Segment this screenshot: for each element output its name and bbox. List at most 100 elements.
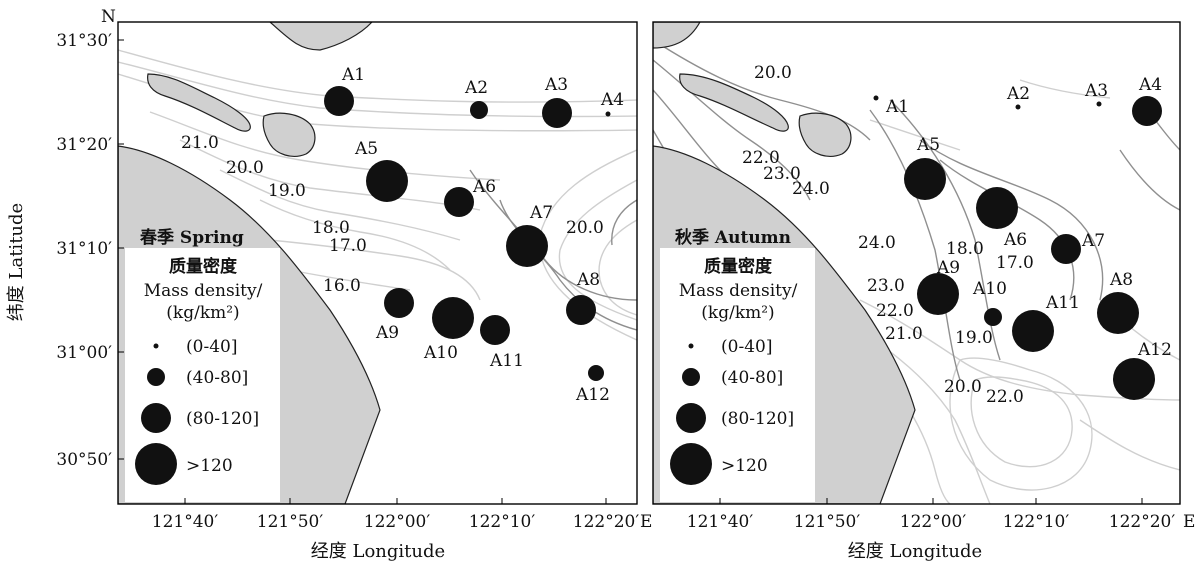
station-marker <box>1097 292 1139 334</box>
autumn-legend-title-en: Mass density/ <box>679 281 798 301</box>
station-label: A7 <box>529 203 553 223</box>
autumn-iso-label: 21.0 <box>885 324 923 344</box>
legend-class-label: (80-120] <box>721 409 794 429</box>
autumn-panel: 20.0 22.0 23.0 24.0 24.0 18.0 17.0 23.0 … <box>652 21 1195 562</box>
station-marker <box>984 308 1002 326</box>
station-label: A2 <box>464 78 488 98</box>
legend-class-label: (0-40] <box>721 337 772 357</box>
station-marker <box>1113 358 1155 400</box>
spring-iso-label: 17.0 <box>329 236 367 256</box>
spring-isoline-labels: 21.0 20.0 19.0 18.0 17.0 16.0 20.0 <box>181 133 604 296</box>
autumn-iso-label: 22.0 <box>986 387 1024 407</box>
spring-legend-title-cn: 质量密度 <box>169 256 238 277</box>
spring-island-small <box>262 112 316 157</box>
spring-land-northeast <box>269 22 373 51</box>
station-marker <box>470 101 488 119</box>
spring-iso-label: 19.0 <box>268 181 306 201</box>
autumn-x-axis-title: 经度 Longitude <box>848 541 982 562</box>
autumn-stations: A1 A2 A3 A4 A5 A6 A7 A8 A9 A10 A11 A12 <box>873 75 1172 400</box>
y-tick-label: 31°00′ <box>56 343 112 363</box>
station-label: A12 <box>575 385 610 405</box>
station-label: A5 <box>354 139 378 159</box>
station-label: A2 <box>1006 84 1030 104</box>
x-tick-label: 122°20′ <box>1109 512 1176 532</box>
autumn-iso-label: 17.0 <box>996 253 1034 273</box>
station-label: A5 <box>916 135 940 155</box>
station-marker <box>542 98 572 128</box>
spring-iso-label: 21.0 <box>181 133 219 153</box>
station-label: A3 <box>544 75 568 95</box>
legend-marker-0-40 <box>688 343 694 349</box>
autumn-iso-label: 19.0 <box>955 328 993 348</box>
legend-class-label: (40-80] <box>721 368 783 388</box>
station-label: A8 <box>576 270 600 290</box>
autumn-iso-label: 20.0 <box>754 63 792 83</box>
autumn-iso-label: 22.0 <box>742 148 780 168</box>
spring-stations: A1 A2 A3 A4 A5 A6 A7 A8 A9 A10 A11 A12 <box>324 65 624 405</box>
legend-class-label: >120 <box>721 456 768 476</box>
north-mark: N <box>101 7 116 27</box>
spring-frame <box>117 21 638 505</box>
station-label: A3 <box>1084 81 1108 101</box>
autumn-island-large <box>679 73 789 132</box>
spring-x-axis-title: 经度 Longitude <box>311 541 445 562</box>
station-marker <box>904 158 946 200</box>
station-marker <box>1096 101 1102 107</box>
legend-marker-40-80 <box>682 368 700 386</box>
spring-x-ticks: 121°40′ 121°50′ 122°00′ 122°10′ 122°20′ … <box>152 498 652 532</box>
x-tick-label: 121°50′ <box>257 512 324 532</box>
y-tick-label: 31°20′ <box>56 135 112 155</box>
station-marker <box>1012 310 1054 352</box>
x-tick-label: 121°40′ <box>687 512 754 532</box>
x-tick-label: 122°00′ <box>364 512 431 532</box>
station-label: A6 <box>1003 230 1027 250</box>
autumn-iso-label: 23.0 <box>867 276 905 296</box>
autumn-iso-label: 20.0 <box>944 377 982 397</box>
autumn-isoline-labels: 20.0 22.0 23.0 24.0 24.0 18.0 17.0 23.0 … <box>742 63 1034 407</box>
station-label: A1 <box>341 65 365 85</box>
station-label: A7 <box>1081 231 1105 251</box>
spring-legend-title-en: Mass density/ <box>144 281 263 301</box>
station-marker <box>506 225 548 267</box>
spring-legend-season: 春季 Spring <box>140 227 244 248</box>
station-marker <box>1132 96 1162 126</box>
station-marker <box>366 160 408 202</box>
y-tick-label: 30°50′ <box>56 450 112 470</box>
y-axis-title: 纬度 Latitude <box>6 203 27 321</box>
autumn-legend: 秋季 Autumn 质量密度 Mass density/ (kg/km²) (0… <box>660 227 815 502</box>
spring-legend: 春季 Spring 质量密度 Mass density/ (kg/km²) (0… <box>125 227 280 502</box>
station-label: A10 <box>423 343 458 363</box>
station-marker <box>384 288 414 318</box>
station-label: A4 <box>600 90 624 110</box>
x-tick-label: 121°40′ <box>152 512 219 532</box>
station-marker <box>1051 234 1081 264</box>
station-marker <box>1015 104 1021 110</box>
station-label: A10 <box>972 279 1007 299</box>
legend-marker-40-80 <box>147 368 165 386</box>
station-marker <box>873 95 879 101</box>
spring-island-large <box>147 73 251 132</box>
spring-iso-label: 20.0 <box>566 218 604 238</box>
station-label: A6 <box>472 177 496 197</box>
legend-marker-0-40 <box>153 343 159 349</box>
legend-class-label: >120 <box>186 456 233 476</box>
autumn-frame <box>652 21 1181 505</box>
station-marker <box>917 273 959 315</box>
autumn-legend-title-cn: 质量密度 <box>704 256 773 277</box>
station-marker <box>605 111 611 117</box>
autumn-iso-label: 23.0 <box>763 164 801 184</box>
autumn-iso-label: 22.0 <box>876 301 914 321</box>
station-label: A11 <box>489 351 524 371</box>
x-tick-label: 122°20′ <box>573 512 640 532</box>
spring-iso-label: 20.0 <box>226 158 264 178</box>
autumn-x-ticks: 121°40′ 121°50′ 122°00′ 122°10′ 122°20′ … <box>687 498 1195 532</box>
autumn-iso-label: 24.0 <box>858 233 896 253</box>
legend-marker-over-120 <box>670 443 712 485</box>
legend-marker-80-120 <box>141 403 171 433</box>
station-marker <box>444 187 474 217</box>
autumn-iso-label: 18.0 <box>946 239 984 259</box>
autumn-island-small <box>798 112 852 157</box>
legend-class-label: (40-80] <box>186 368 248 388</box>
legend-class-label: (0-40] <box>186 337 237 357</box>
